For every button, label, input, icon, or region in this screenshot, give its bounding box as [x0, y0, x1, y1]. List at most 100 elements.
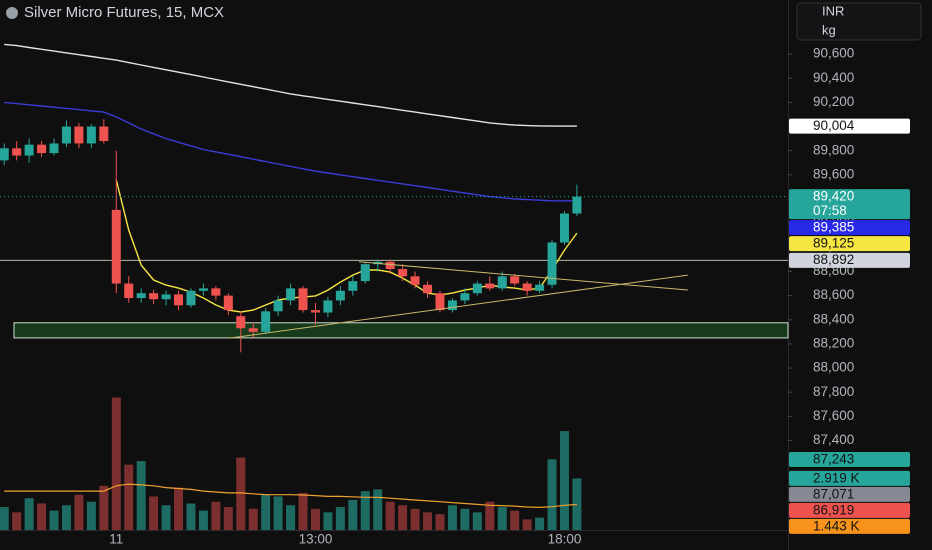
price-label-box [789, 470, 910, 486]
candle-body [510, 276, 520, 284]
volume-bar [186, 503, 196, 530]
volume-bar [198, 510, 208, 530]
candle-body [74, 126, 84, 144]
volume-bar [435, 514, 445, 530]
candle-body [398, 269, 408, 277]
candle-body [360, 264, 370, 282]
candle-body [174, 294, 184, 306]
candle-body [559, 213, 569, 243]
volume-bar [111, 397, 121, 530]
candle-body [497, 276, 507, 289]
volume-bar [223, 507, 233, 530]
y-tick-label: 90,400 [813, 70, 854, 85]
currency-label[interactable]: INR [822, 3, 844, 18]
candle-body [410, 276, 420, 285]
unit-label[interactable]: kg [822, 22, 836, 37]
price-label-box [789, 220, 910, 236]
volume-bar [136, 461, 146, 530]
y-tick-label: 87,400 [813, 432, 854, 447]
volume-bar [12, 512, 22, 530]
volume-bar [124, 464, 134, 530]
price-label-box [789, 252, 910, 268]
volume-ma-line [4, 483, 577, 509]
volume-bar [49, 510, 59, 530]
candle-body [49, 143, 59, 154]
volume-bar [37, 503, 47, 530]
price-label-box [789, 118, 910, 134]
candle-body [124, 283, 134, 299]
candle-body [273, 300, 283, 312]
candle-body [223, 295, 233, 311]
candle-body [136, 293, 146, 299]
price-label-box [789, 486, 910, 502]
price-label-box [789, 518, 910, 534]
price-label-box [789, 502, 910, 518]
unit-button[interactable] [796, 2, 922, 41]
candle-body [99, 126, 109, 142]
y-tick-label: 87,800 [813, 384, 854, 399]
volume-bar [236, 457, 246, 530]
price-label: 87,071 [813, 486, 854, 501]
chart-title: Silver Micro Futures, 15, MCX [24, 4, 224, 21]
volume-bar [298, 492, 308, 530]
candle-body [310, 310, 320, 313]
candle-body [211, 288, 221, 296]
volume-bar [423, 512, 433, 530]
volume-bar [74, 494, 84, 530]
candle-body [460, 293, 470, 301]
candle-body [435, 293, 445, 311]
candle-body [24, 144, 34, 156]
volume-bar [447, 505, 457, 530]
volume-bar [61, 505, 71, 530]
candle-body [61, 126, 71, 144]
volume-bar [472, 512, 482, 530]
volume-bar [335, 507, 345, 530]
candle-body [37, 144, 47, 154]
volume-bar [348, 499, 358, 530]
candle-body [12, 148, 22, 156]
price-label: 90,004 [813, 118, 855, 133]
plot-area [0, 43, 789, 530]
candle-body [161, 294, 171, 300]
candle-body [485, 283, 495, 289]
volume-bar [261, 494, 271, 530]
candle-body [385, 261, 395, 270]
volume-bar [99, 485, 109, 530]
candle-body [298, 288, 308, 311]
moving-average-line [4, 101, 577, 202]
price-label: 86,919 [813, 502, 854, 517]
volume-bar [360, 491, 370, 530]
y-tick-label: 88,400 [813, 311, 854, 326]
zone [13, 322, 789, 339]
volume-bar [323, 512, 333, 530]
candle-body [0, 148, 9, 161]
candle-body [186, 290, 196, 306]
volume-bar [286, 505, 296, 530]
volume-bar [497, 507, 507, 530]
price-label-box [789, 236, 910, 252]
candle-body [261, 311, 271, 332]
volume-bar [0, 507, 9, 530]
x-tick-label: 11 [109, 532, 123, 547]
trend-line [229, 274, 688, 339]
y-tick-label: 87,600 [813, 408, 854, 423]
price-label: 89,385 [813, 219, 854, 234]
volume-bar [211, 501, 221, 530]
candle-body [236, 316, 246, 329]
candle-body [335, 290, 345, 301]
price-label-box [789, 451, 910, 467]
y-tick-label: 89,600 [813, 166, 854, 181]
volume-bar [149, 496, 159, 530]
candle-body [535, 284, 545, 291]
candle-body [111, 209, 121, 284]
candle-body [472, 283, 482, 294]
price-label: 89,420 [813, 188, 854, 203]
volume-bar [535, 517, 545, 530]
candle-body [447, 300, 457, 311]
y-tick-label: 88,600 [813, 287, 854, 302]
volume-bar [86, 501, 96, 530]
candle-body [149, 293, 159, 300]
volume-bar [161, 505, 171, 530]
